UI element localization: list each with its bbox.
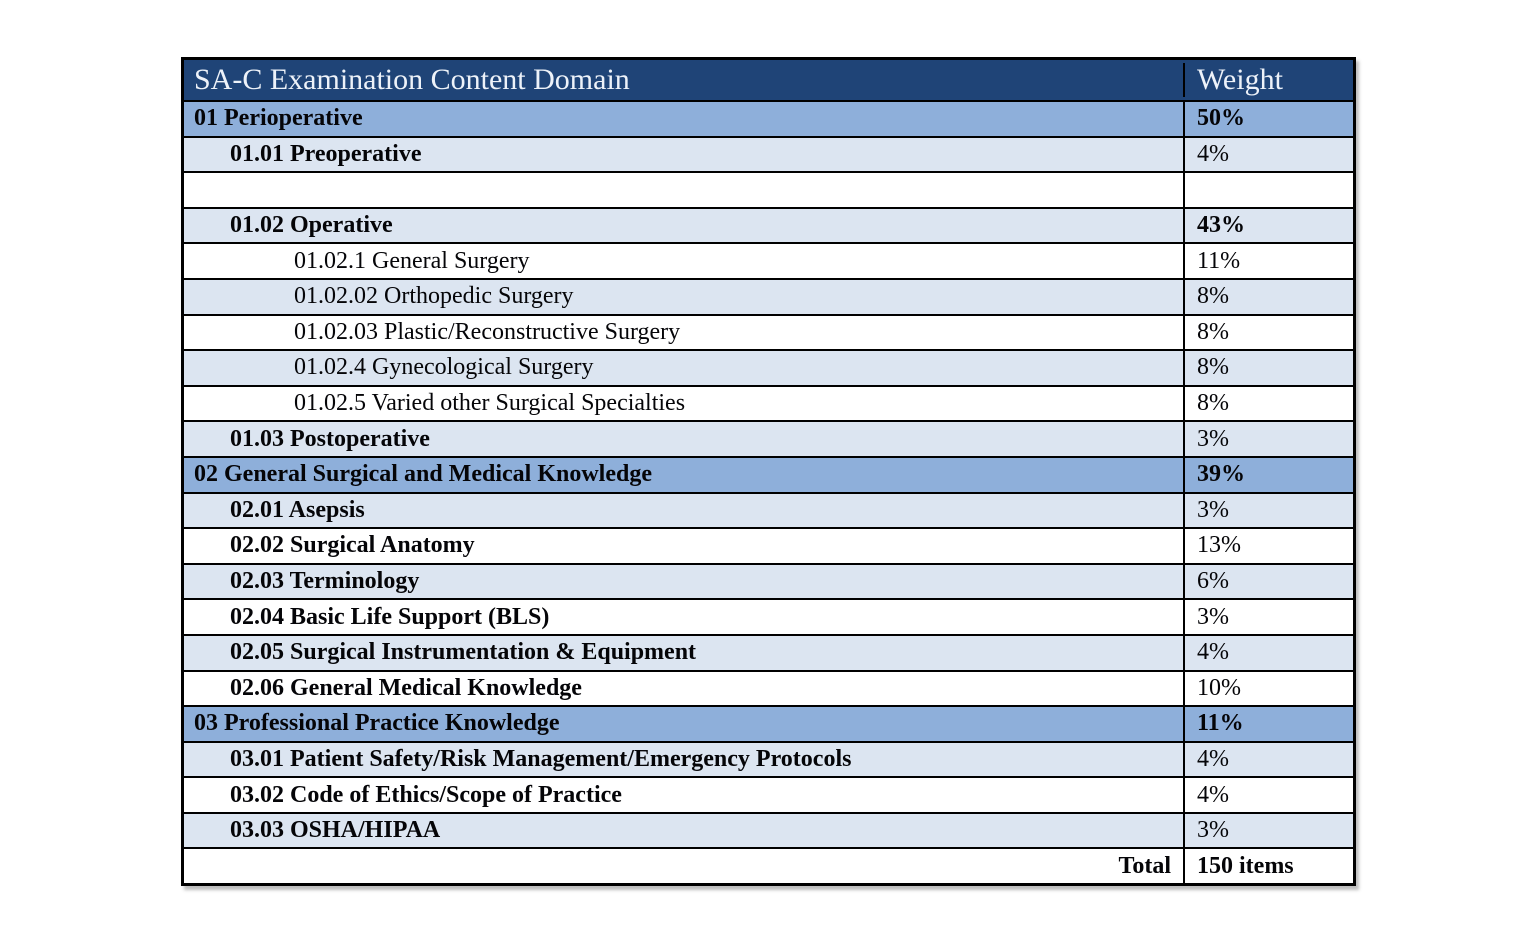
- table-body: 01 Perioperative 50% 01.01 Preoperative 4% 0…: [184, 102, 1353, 884]
- row-weight: [1183, 173, 1353, 207]
- row-weight: 3%: [1183, 813, 1353, 848]
- table-row: 01.02.03 Plastic/Reconstructive Surgery 8…: [184, 315, 1353, 352]
- table-row: 01.02.5 Varied other Surgical Specialtie…: [184, 386, 1353, 423]
- row-weight: 8%: [1183, 351, 1353, 385]
- table-row: 01.01 Preoperative 4%: [184, 137, 1353, 174]
- table-row: 02.04 Basic Life Support (BLS) 3%: [184, 600, 1353, 636]
- table-row: 01.02 Operative 43%: [184, 208, 1353, 245]
- row-label: 01.03 Postoperative: [230, 425, 430, 452]
- table-row: 02.02 Surgical Anatomy 13%: [184, 529, 1353, 565]
- row-weight: 39%: [1183, 457, 1353, 492]
- row-weight: 43%: [1183, 208, 1353, 243]
- table-header-row: SA-C Examination Content Domain Weight: [184, 60, 1353, 102]
- row-weight: 3%: [1183, 493, 1353, 528]
- row-label: 02.05 Surgical Instrumentation & Equipme…: [230, 639, 697, 666]
- table-row: 01 Perioperative 50%: [184, 102, 1353, 138]
- row-weight: 13%: [1183, 529, 1353, 563]
- row-label: 01.02.1 General Surgery: [294, 247, 530, 274]
- table-row: 02.05 Surgical Instrumentation & Equipme…: [184, 635, 1353, 672]
- column-header-domain: SA-C Examination Content Domain: [194, 63, 630, 96]
- row-label: 03 Professional Practice Knowledge: [194, 710, 560, 737]
- row-label: 02.01 Asepsis: [230, 496, 365, 523]
- table-row: 03.02 Code of Ethics/Scope of Practice 4%: [184, 778, 1353, 814]
- row-label: 03.02 Code of Ethics/Scope of Practice: [230, 781, 622, 808]
- row-label: Total: [1118, 852, 1171, 879]
- row-weight: 6%: [1183, 564, 1353, 599]
- row-weight: 3%: [1183, 422, 1353, 456]
- row-label: 02.06 General Medical Knowledge: [230, 674, 582, 701]
- row-weight: 4%: [1183, 635, 1353, 670]
- table-row: 02.03 Terminology 6%: [184, 564, 1353, 601]
- row-weight: 3%: [1183, 600, 1353, 634]
- row-weight: 11%: [1183, 707, 1353, 741]
- row-label: 03.03 OSHA/HIPAA: [230, 817, 441, 844]
- table-row: 03 Professional Practice Knowledge 11%: [184, 707, 1353, 743]
- table-row: Total 150 items: [184, 849, 1353, 884]
- row-label: 02.02 Surgical Anatomy: [230, 532, 475, 559]
- row-label: 01.02.5 Varied other Surgical Specialtie…: [294, 390, 686, 417]
- table-row: 01.03 Postoperative 3%: [184, 422, 1353, 458]
- row-weight: 4%: [1183, 137, 1353, 172]
- row-label: 03.01 Patient Safety/Risk Management/Eme…: [230, 745, 852, 772]
- row-weight: 8%: [1183, 386, 1353, 421]
- row-weight: 150 items: [1183, 849, 1353, 884]
- row-weight: 8%: [1183, 315, 1353, 350]
- row-label: 01.02.4 Gynecological Surgery: [294, 354, 594, 381]
- row-weight: 50%: [1183, 102, 1353, 136]
- table-row: 02.01 Asepsis 3%: [184, 493, 1353, 530]
- row-weight: 10%: [1183, 671, 1353, 706]
- row-label: 02 General Surgical and Medical Knowledg…: [194, 461, 652, 488]
- column-header-weight: Weight: [1183, 63, 1353, 97]
- row-label: 01.01 Preoperative: [230, 140, 422, 167]
- row-label: 01.02.03 Plastic/Reconstructive Surgery: [294, 318, 681, 345]
- row-label: 02.04 Basic Life Support (BLS): [230, 603, 550, 630]
- row-label: 01.02 Operative: [230, 212, 393, 239]
- table-row: 03.01 Patient Safety/Risk Management/Eme…: [184, 742, 1353, 779]
- row-weight: 4%: [1183, 742, 1353, 777]
- table-row: 02.06 General Medical Knowledge 10%: [184, 671, 1353, 708]
- row-weight: 8%: [1183, 279, 1353, 314]
- exam-content-domain-table: SA-C Examination Content Domain Weight 0…: [181, 57, 1356, 887]
- table-row-empty: [184, 173, 1353, 209]
- table-row: 01.02.4 Gynecological Surgery 8%: [184, 351, 1353, 387]
- row-weight: 4%: [1183, 778, 1353, 812]
- table-row: 01.02.02 Orthopedic Surgery 8%: [184, 279, 1353, 316]
- table-row: 02 General Surgical and Medical Knowledg…: [184, 457, 1353, 494]
- table-row: 01.02.1 General Surgery 11%: [184, 244, 1353, 280]
- row-weight: 11%: [1183, 244, 1353, 278]
- row-label: 01.02.02 Orthopedic Surgery: [294, 283, 574, 310]
- row-label: 02.03 Terminology: [230, 568, 420, 595]
- table-row: 03.03 OSHA/HIPAA 3%: [184, 813, 1353, 850]
- row-label: 01 Perioperative: [194, 105, 363, 132]
